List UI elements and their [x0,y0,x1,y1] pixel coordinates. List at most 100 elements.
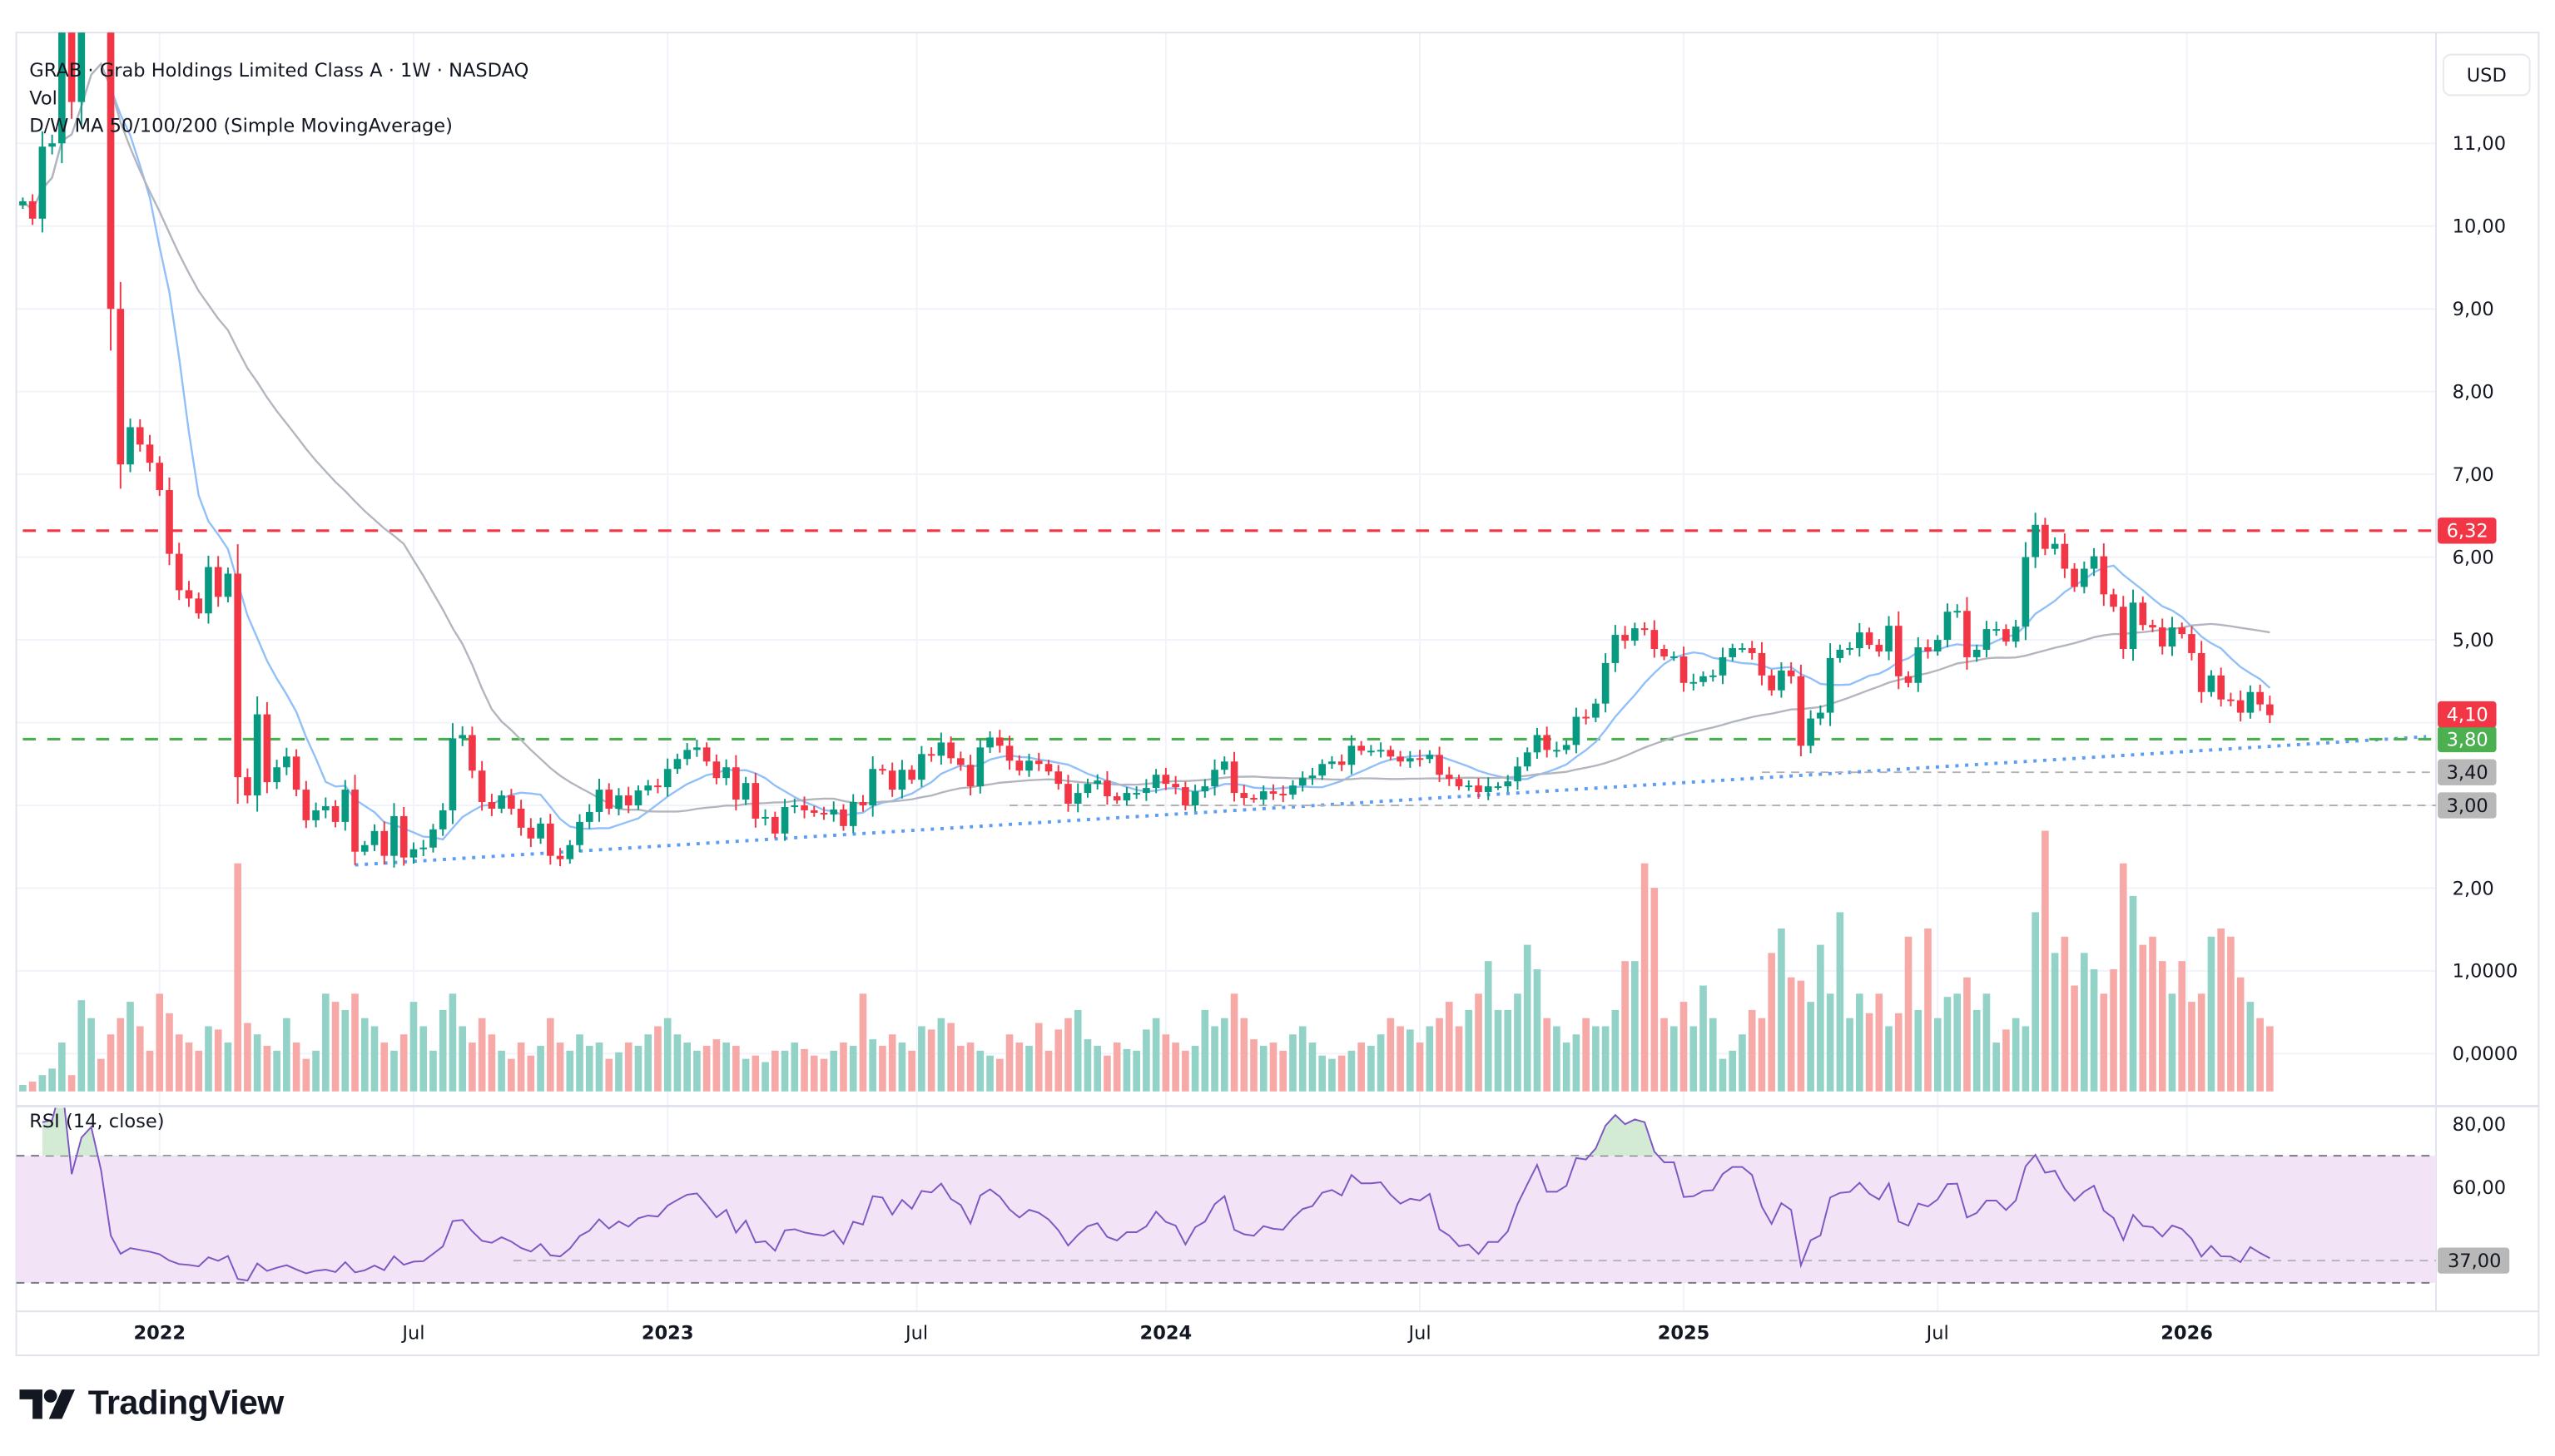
candle-body [2266,704,2274,716]
candle-body [1367,750,1375,753]
candle [2217,667,2225,707]
volume-legend[interactable]: Vol [29,86,57,110]
volume-bar [908,1050,915,1092]
rsi-pane[interactable] [16,1083,2437,1284]
candle [918,745,925,787]
candle-body [712,761,721,779]
candle [127,418,134,473]
time-axis-label: Jul [904,1322,928,1344]
volume-bar [1963,977,1971,1092]
candle-body [195,598,203,614]
candle [791,798,799,814]
candle-body [1152,775,1160,789]
candle [1592,698,1600,722]
volume-bar [419,1026,428,1092]
candle-body [1211,770,1218,787]
candle-body [1220,761,1228,770]
candle-body [1699,676,1707,682]
candle [1201,779,1209,798]
candle [2266,696,2274,724]
candle [1865,627,1873,650]
ma-legend[interactable]: D/W MA 50/100/200 (Simple MovingAverage) [29,114,453,137]
candle [1572,707,1580,754]
candle [1972,644,1981,662]
candle [1064,775,1072,812]
candle [801,796,808,819]
candle [762,809,769,826]
candle-body [224,573,232,597]
candle [2090,547,2098,577]
axes[interactable]: 2022 Jul 2023 Jul 2024 Jul 2025 Jul 2026 11,00 10,… [133,133,2518,1344]
tradingview-logo[interactable]: TradingView [19,1384,284,1424]
candle [67,32,76,119]
candle [2002,624,2010,646]
candle-body [1514,766,1521,782]
candle [312,802,320,828]
candle-body [1611,635,1620,663]
volume-bar [1582,1018,1590,1092]
candle [976,739,985,794]
volume-bar [527,1055,535,1092]
volume-bar [547,1018,554,1092]
candle-body [1455,779,1463,787]
candle [1308,767,1317,785]
candle-body [2032,524,2039,557]
volume-bars [19,830,2274,1092]
candle [830,801,838,822]
candle-body [166,490,173,554]
candle-body [663,769,672,788]
volume-bar [1807,1002,1814,1092]
candle-body [1034,760,1043,765]
volume-bar [556,1042,564,1092]
candle-body [762,816,769,819]
volume-bar [1005,1034,1014,1092]
candle [1699,671,1707,687]
volume-bar [1191,1045,1199,1092]
trendline[interactable] [355,735,2427,867]
volume-bar [360,1018,369,1092]
candle-body [1719,656,1727,676]
volume-bar [1592,1026,1600,1092]
rsi-legend[interactable]: RSI (14, close) [29,1109,165,1132]
candle-body [576,821,583,845]
volume-bar [2022,1026,2030,1092]
candle [478,760,486,811]
candle-body [351,790,359,852]
volume-bar [762,1062,769,1092]
volume-bar [292,1042,300,1092]
candle-body [1084,784,1092,794]
candle [2188,626,2195,661]
candle [2178,622,2186,639]
volume-bar [2110,968,2117,1092]
candle [48,134,56,155]
candle [244,768,251,804]
candle [1094,774,1102,790]
symbol-title[interactable]: GRAB · Grab Holdings Limited Class A · 1… [29,58,529,82]
candle-body [908,770,915,780]
volume-bar [399,1034,408,1092]
price-axis-label: 0,0000 [2453,1043,2518,1065]
candle [1768,669,1775,696]
currency-button[interactable]: USD [2442,53,2531,97]
volume-bar [1924,929,1932,1092]
candle-body [1572,716,1580,745]
candle [214,556,222,607]
candle [1005,735,1014,770]
volume-bar [1719,1058,1727,1092]
time-axis-label: Jul [400,1322,424,1344]
volume-bar [722,1042,730,1092]
candle-body [331,805,340,822]
candle-body [341,790,350,822]
volume-bar [1982,993,1991,1092]
candle [380,821,389,865]
candle-body [1123,793,1131,801]
candle-body [859,802,867,805]
volume-bar [1133,1050,1140,1092]
candle-body [918,754,925,780]
candle-body [1504,781,1512,787]
candle-body [439,810,447,830]
volume-bar [585,1045,593,1092]
candle-body [624,795,633,805]
